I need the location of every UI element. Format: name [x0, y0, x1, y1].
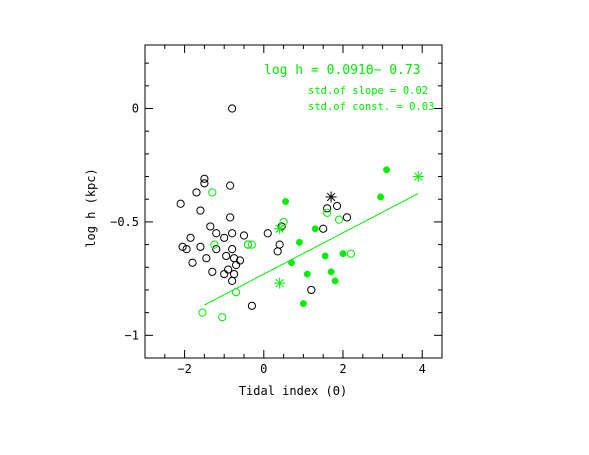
- data-point: [208, 188, 217, 197]
- data-point: [228, 229, 237, 238]
- data-point-star: [325, 191, 337, 203]
- fit-line: [204, 193, 419, 306]
- data-point: [218, 313, 227, 322]
- data-point: [323, 204, 332, 213]
- data-point: [288, 259, 295, 267]
- data-point: [279, 217, 288, 227]
- x-tick-label: 2: [339, 362, 346, 376]
- data-point: [377, 193, 385, 201]
- data-point: [332, 201, 342, 211]
- y-tick-label: 0: [132, 102, 139, 116]
- data-point: [311, 225, 319, 233]
- data-point: [206, 222, 215, 231]
- data-point: [202, 254, 211, 263]
- std-const-label: std.of const. = 0.03: [308, 101, 434, 113]
- data-point: [200, 179, 209, 188]
- data-point: [192, 188, 201, 197]
- data-point: [224, 265, 233, 274]
- data-point: [263, 229, 272, 238]
- data-point: [198, 308, 207, 317]
- data-point: [210, 240, 219, 249]
- data-point: [226, 213, 235, 222]
- data-point: [327, 268, 335, 276]
- data-point: [196, 242, 205, 251]
- data-point: [212, 229, 221, 238]
- y-tick-label: −0.5: [110, 215, 139, 229]
- data-point: [235, 256, 245, 265]
- data-point: [239, 231, 249, 240]
- x-tick-label: −2: [177, 362, 191, 376]
- data-point: [196, 206, 205, 215]
- data-point: [186, 233, 195, 242]
- data-point: [182, 245, 191, 254]
- data-point: [303, 270, 311, 278]
- data-point: [346, 249, 356, 258]
- plot-frame: [144, 44, 443, 359]
- data-point-star: [412, 171, 424, 183]
- x-tick-label: 0: [260, 362, 267, 376]
- y-tick-label: −1: [125, 328, 139, 342]
- data-point: [243, 240, 253, 249]
- data-point: [231, 288, 241, 297]
- data-point: [295, 238, 303, 246]
- data-point: [331, 277, 339, 285]
- data-point: [226, 181, 235, 190]
- data-point: [231, 260, 241, 270]
- data-points: [176, 104, 424, 322]
- data-point: [228, 245, 237, 254]
- data-point: [323, 208, 332, 217]
- data-point: [200, 174, 209, 183]
- data-point: [383, 166, 391, 174]
- data-point: [212, 245, 221, 254]
- data-point: [247, 301, 257, 310]
- data-point: [299, 300, 307, 308]
- data-point: [319, 224, 328, 233]
- data-point: [273, 247, 282, 256]
- data-point-star: [274, 223, 286, 235]
- data-point: [342, 213, 352, 222]
- data-point: [275, 240, 284, 249]
- data-point: [176, 199, 185, 208]
- data-point: [228, 104, 237, 113]
- x-tick-label: 4: [419, 362, 426, 376]
- data-point: [339, 250, 347, 258]
- data-point: [208, 267, 217, 276]
- data-point: [220, 233, 229, 242]
- data-point: [321, 252, 329, 260]
- axis-ticks: [144, 45, 443, 359]
- data-point: [307, 285, 316, 295]
- data-point: [282, 198, 290, 205]
- data-point-star: [274, 277, 286, 289]
- data-point: [247, 240, 257, 249]
- y-axis-label: log h (kpc): [84, 168, 98, 247]
- std-slope-label: std.of slope = 0.02: [308, 85, 428, 97]
- data-point: [220, 269, 229, 279]
- data-point: [178, 242, 187, 251]
- fit-equation: log h = 0.091Θ− 0.73: [264, 63, 421, 78]
- tick-labels: −2 0 2 4 0 −0.5 −1: [110, 102, 426, 376]
- data-point: [222, 251, 231, 261]
- data-point: [188, 258, 197, 267]
- data-point: [334, 215, 344, 224]
- data-point: [228, 276, 237, 285]
- x-axis-label: Tidal index (Θ): [239, 384, 347, 398]
